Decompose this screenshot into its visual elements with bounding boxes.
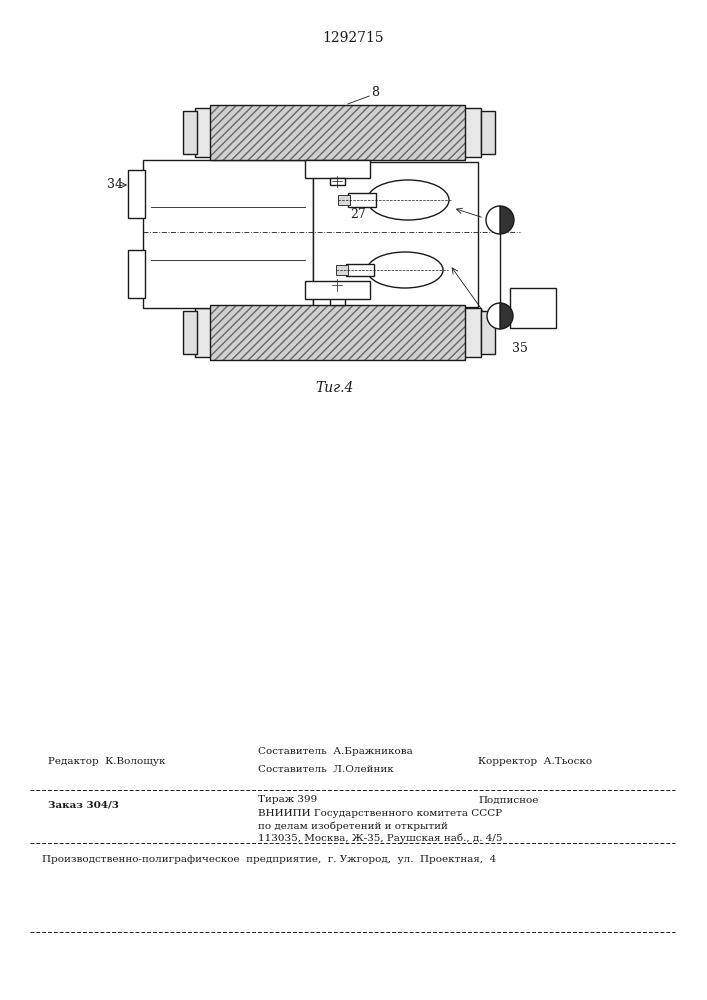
Ellipse shape xyxy=(367,252,443,288)
Text: Тираж 399: Тираж 399 xyxy=(258,796,317,804)
Bar xyxy=(210,305,465,360)
Bar xyxy=(330,178,345,185)
Text: 8: 8 xyxy=(371,86,379,99)
Text: 34: 34 xyxy=(107,178,123,192)
Bar xyxy=(338,195,350,205)
Bar xyxy=(195,308,213,357)
Wedge shape xyxy=(487,303,500,329)
Text: Производственно-полиграфическое  предприятие,  г. Ужгород,  ул.  Проектная,  4: Производственно-полиграфическое предприя… xyxy=(42,854,496,863)
Text: 35: 35 xyxy=(512,342,528,355)
Wedge shape xyxy=(500,206,514,234)
Text: Составитель  А.Бражникова: Составитель А.Бражникова xyxy=(258,748,413,756)
Bar xyxy=(510,288,556,328)
Ellipse shape xyxy=(367,180,449,220)
Bar xyxy=(348,193,376,207)
Text: 1292715: 1292715 xyxy=(322,31,384,45)
Bar xyxy=(336,265,348,275)
Bar xyxy=(195,108,213,157)
Bar xyxy=(346,264,374,276)
Bar xyxy=(463,108,481,157)
Text: 27: 27 xyxy=(350,209,366,222)
Bar xyxy=(481,111,495,154)
Bar xyxy=(128,250,145,298)
Bar xyxy=(210,305,465,360)
Bar xyxy=(463,308,481,357)
Bar xyxy=(313,162,478,307)
Text: Корректор  А.Тьоско: Корректор А.Тьоско xyxy=(478,758,592,766)
Bar xyxy=(183,111,197,154)
Bar xyxy=(210,105,465,160)
Wedge shape xyxy=(500,303,513,329)
Bar xyxy=(143,160,313,308)
Bar xyxy=(183,311,197,354)
Text: Τиг.4: Τиг.4 xyxy=(316,381,354,395)
Text: Редактор  К.Волощук: Редактор К.Волощук xyxy=(48,758,165,766)
Text: Заказ 304/3: Заказ 304/3 xyxy=(48,800,119,810)
Wedge shape xyxy=(486,206,500,234)
Text: Составитель  Л.Олейник: Составитель Л.Олейник xyxy=(258,766,394,774)
Bar xyxy=(210,105,465,160)
Text: 113035, Москва, Ж-35, Раушская наб., д. 4/5: 113035, Москва, Ж-35, Раушская наб., д. … xyxy=(258,833,503,843)
Bar xyxy=(481,311,495,354)
Bar xyxy=(305,160,370,178)
Text: Подписное: Подписное xyxy=(478,796,538,804)
Text: ВНИИПИ Государственного комитета СССР: ВНИИПИ Государственного комитета СССР xyxy=(258,810,502,818)
Text: по делам изобретений и открытий: по делам изобретений и открытий xyxy=(258,821,448,831)
Bar xyxy=(305,281,370,299)
Bar xyxy=(330,298,345,305)
Bar xyxy=(128,170,145,218)
